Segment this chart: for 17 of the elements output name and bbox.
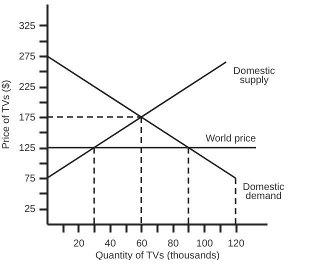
x-tick-label: 20 bbox=[73, 238, 85, 250]
y-tick-label: 325 bbox=[18, 20, 36, 32]
x-tick-label: 100 bbox=[196, 238, 214, 250]
y-axis-title: Price of TVs ($) bbox=[0, 80, 12, 150]
x-tick-label: 40 bbox=[104, 238, 116, 250]
y-tick-label: 25 bbox=[24, 204, 36, 216]
series-label: Domestic demand bbox=[242, 182, 284, 202]
series-label: Domestic supply bbox=[233, 66, 275, 86]
x-tick-label: 80 bbox=[168, 238, 180, 250]
y-tick-label: 225 bbox=[18, 82, 36, 93]
y-tick-label: 125 bbox=[18, 143, 36, 154]
y-tick-label: 275 bbox=[18, 51, 36, 62]
y-tick-label: 175 bbox=[18, 112, 36, 124]
y-tick-label: 75 bbox=[24, 174, 36, 185]
series-label: World price bbox=[206, 134, 256, 145]
x-tick-label: 60 bbox=[136, 238, 148, 250]
x-tick-label: 120 bbox=[228, 238, 245, 250]
